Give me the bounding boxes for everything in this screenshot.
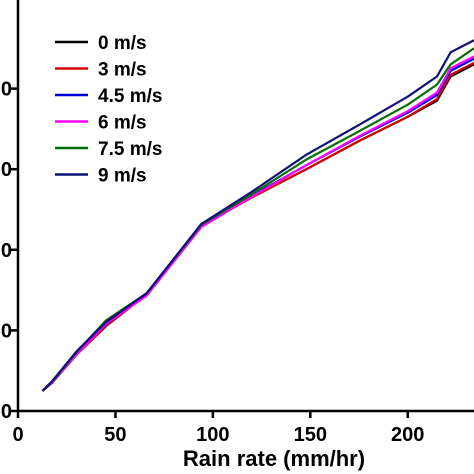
legend-label-5: 7.5 m/s <box>98 139 162 160</box>
x-axis-title: Rain rate (mm/hr) <box>183 446 365 471</box>
legend-label-4: 6 m/s <box>98 113 147 134</box>
axes <box>16 0 474 413</box>
x-tick-label: 50 <box>104 424 126 446</box>
series-lines <box>41 39 474 392</box>
y-tick-label: 0 <box>1 79 12 101</box>
x-tick-label: 0 <box>12 424 23 446</box>
y-tick-label: 0 <box>1 320 12 342</box>
x-tick-label: 100 <box>196 424 229 446</box>
x-tick-label: 150 <box>294 424 327 446</box>
legend: 0 m/s 3 m/s 4.5 m/s 6 m/s 7.5 m/s 9 m/s <box>55 33 162 187</box>
y-tick-label: 0 <box>1 401 12 423</box>
legend-label-2: 3 m/s <box>98 60 147 81</box>
y-tick-label: 0 <box>1 159 12 181</box>
legend-label-1: 0 m/s <box>98 33 147 54</box>
x-tick-label: 200 <box>391 424 424 446</box>
series-line-3 <box>41 57 474 392</box>
series-line-4 <box>41 55 474 392</box>
y-tick-label: 0 <box>1 240 12 262</box>
series-line-6 <box>41 39 474 392</box>
legend-label-6: 9 m/s <box>98 166 147 187</box>
legend-label-3: 4.5 m/s <box>98 86 162 107</box>
